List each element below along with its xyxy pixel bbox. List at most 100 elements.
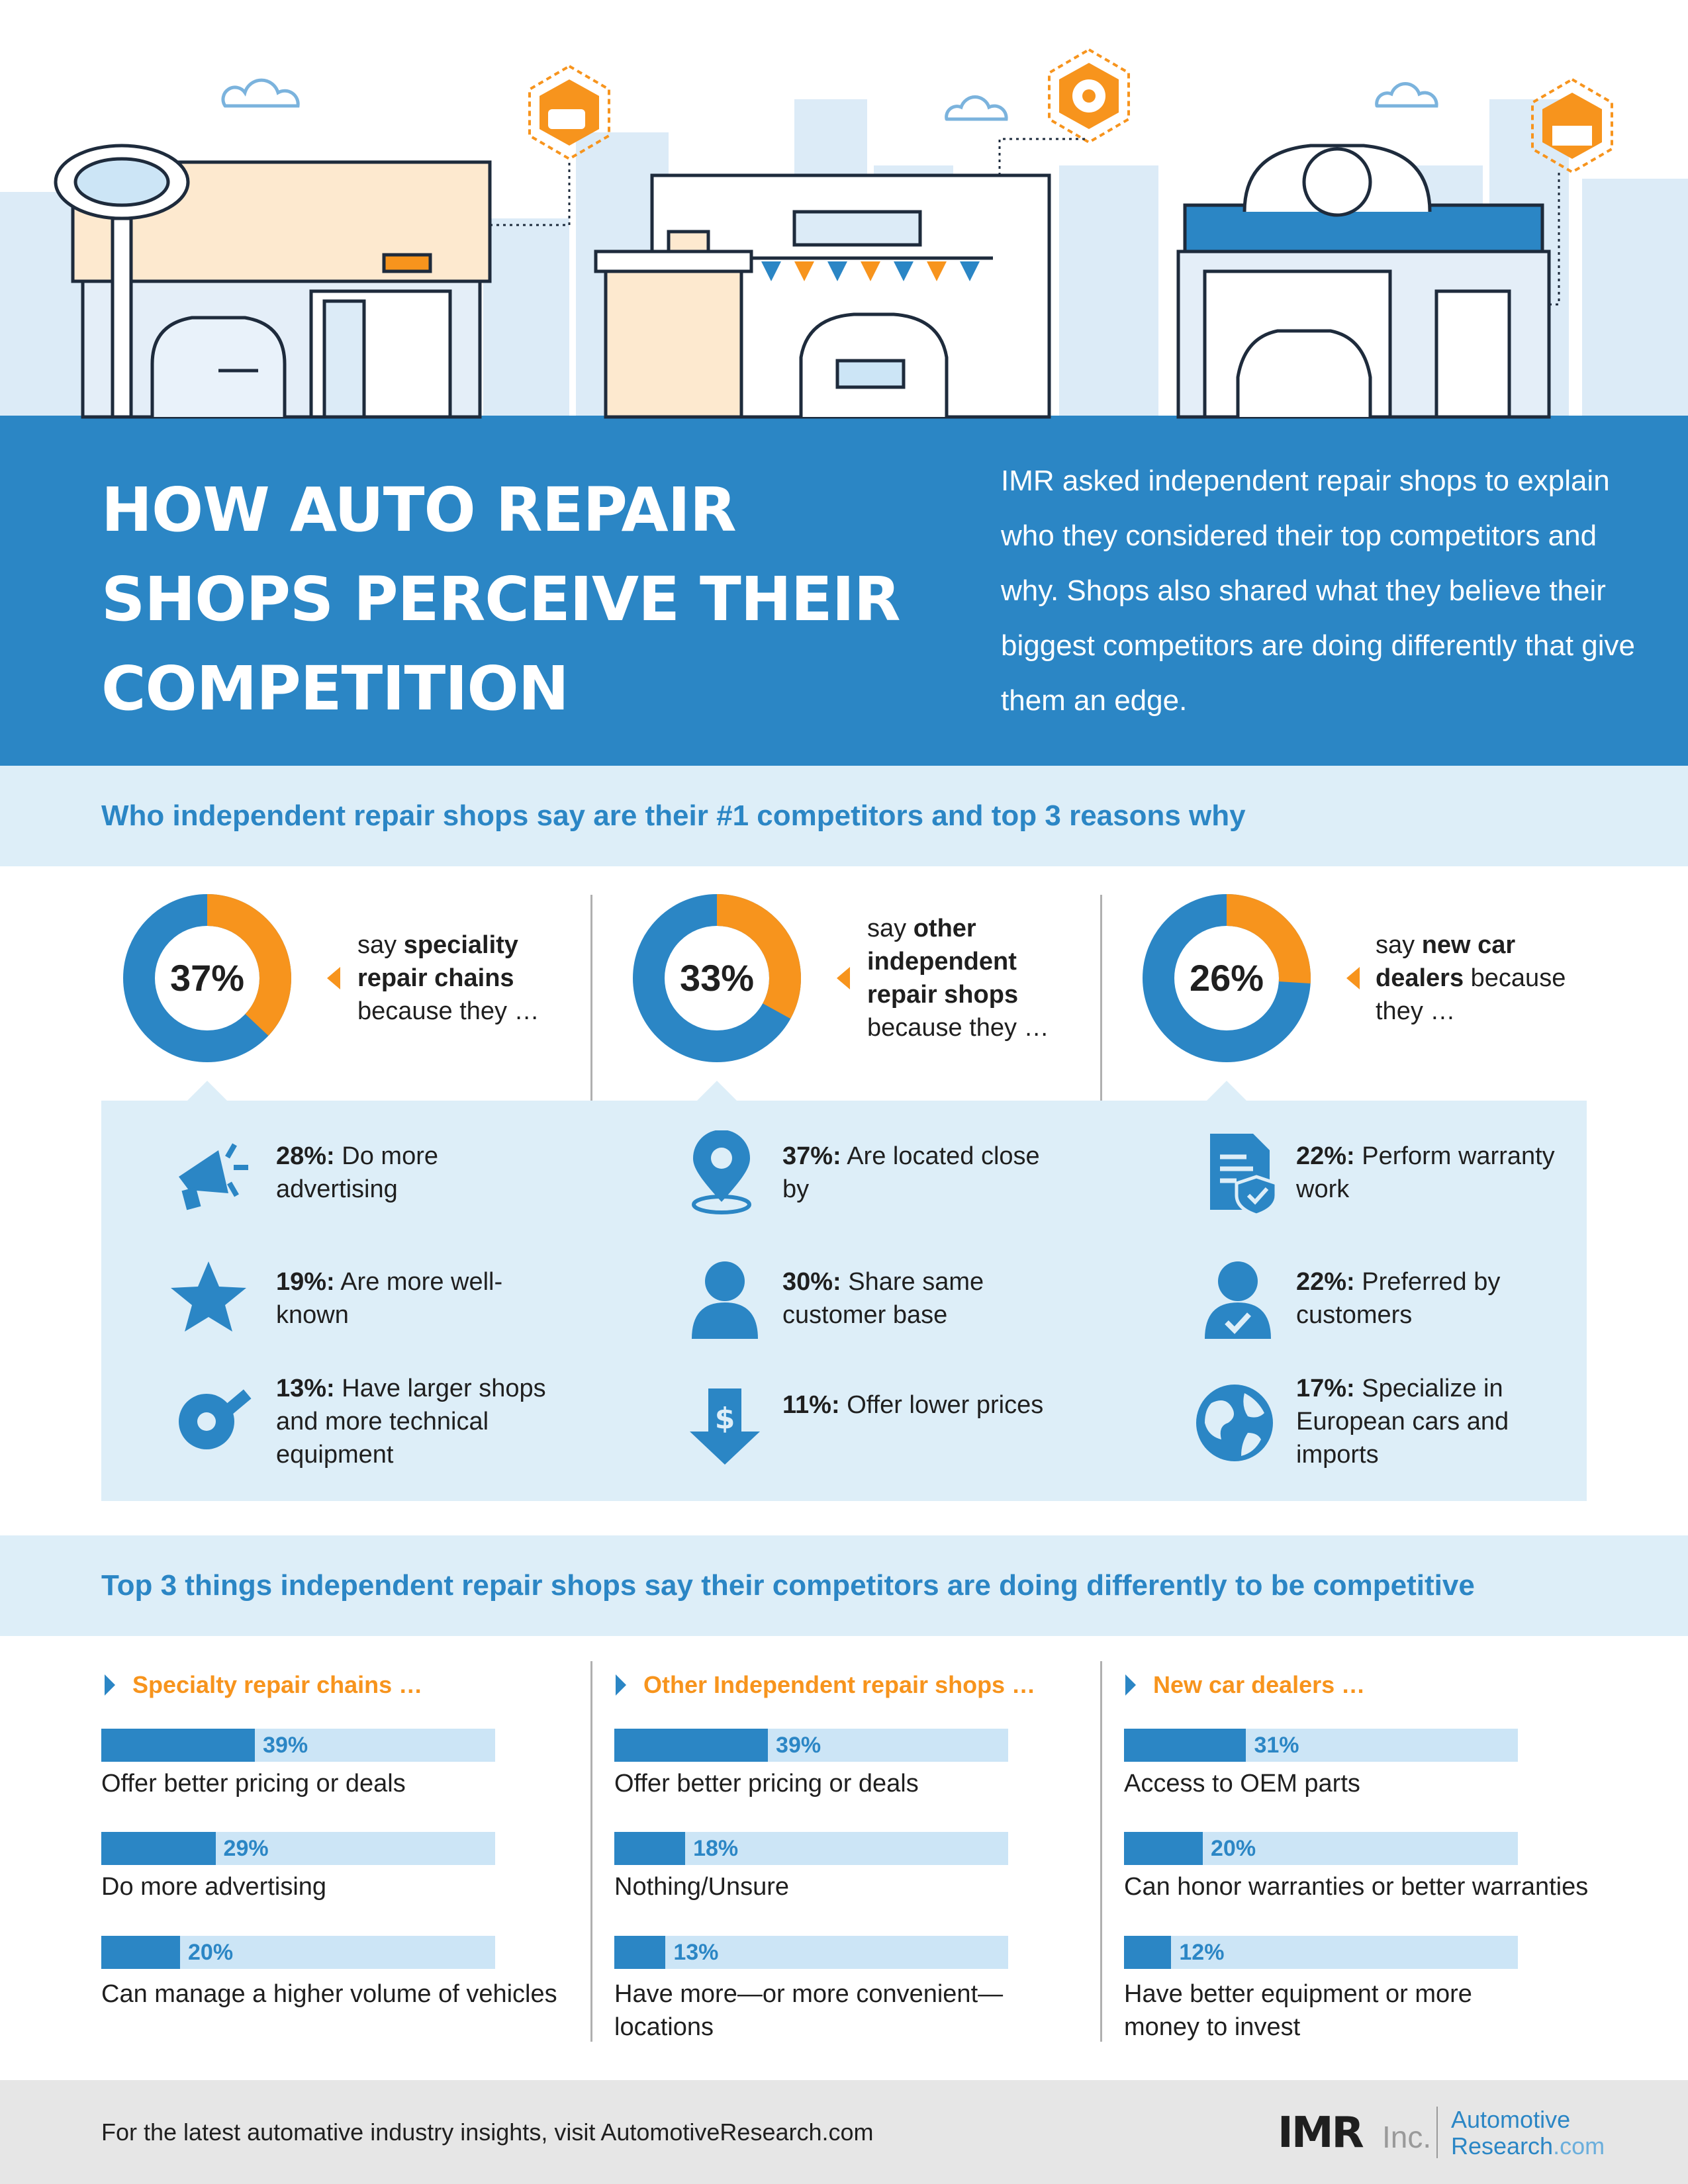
say-suffix: because they … (867, 1014, 1049, 1042)
say-prefix: say (867, 915, 907, 942)
bar-track: 39% (614, 1729, 1008, 1762)
reason-label: Do more advertising (276, 1142, 438, 1203)
bar-fill (101, 1832, 216, 1865)
logo-research: Research (1451, 2132, 1554, 2160)
bar-label: Have better equipment or more money to i… (1124, 1980, 1472, 2041)
bar-label: Can honor warranties or better warrantie… (1124, 1873, 1589, 1901)
bar-fill (1124, 1832, 1203, 1865)
section-heading-text: Who independent repair shops say are the… (101, 799, 1246, 832)
bar-fill (614, 1832, 686, 1865)
bar-label: Offer better pricing or deals (614, 1770, 919, 1797)
say-suffix: because they … (1376, 964, 1566, 1025)
reasons-panel (101, 1101, 1587, 1501)
bar-group-title: New car dealers … (1153, 1671, 1366, 1698)
donut-segment (633, 894, 801, 1062)
bar-value: 29% (223, 1836, 269, 1861)
pointer-arrow (837, 967, 850, 989)
footer: For the latest automative industry insig… (0, 2080, 1688, 2184)
competitor-type: new car dealers (1376, 931, 1516, 992)
bullet-triangle (616, 1674, 626, 1696)
warranty-document-icon (1210, 1134, 1278, 1216)
reason-label: Perform warranty work (1296, 1142, 1555, 1203)
reason-percent: 11%: (782, 1391, 840, 1419)
reason-label: Are more well-known (276, 1268, 503, 1329)
bar-value: 20% (188, 1940, 234, 1965)
reason-label: Specialize in European cars and imports (1296, 1375, 1509, 1469)
donut-percent: 26% (1189, 957, 1264, 999)
donut-segment (123, 894, 291, 1062)
automotive-research-logo-line1: Automotive (1451, 2106, 1571, 2133)
bar-track: 20% (101, 1936, 495, 1969)
panel-notch (1207, 1081, 1246, 1101)
reason-item: 37%: Are located close by (782, 1140, 1060, 1206)
page-title: How Auto Repair Shops Perceive Their Com… (101, 475, 901, 724)
say-suffix: because they … (357, 997, 539, 1025)
bar-fill (1124, 1936, 1172, 1969)
bar-label: Nothing/Unsure (614, 1873, 790, 1901)
reason-item: 11%: Offer lower prices (782, 1388, 1060, 1422)
panel-notch (697, 1081, 737, 1101)
bar-fill (101, 1729, 256, 1762)
globe-icon (1196, 1385, 1273, 1461)
competitor-description: say other independent repair shops becau… (867, 912, 1092, 1044)
bar-track: 31% (1124, 1729, 1518, 1762)
bar-fill (1124, 1729, 1246, 1762)
donut-percent: 33% (679, 957, 755, 999)
bar-value: 20% (1211, 1836, 1256, 1861)
logo-divider (1436, 2107, 1438, 2158)
bar-value: 12% (1179, 1940, 1225, 1965)
reason-percent: 13%: (276, 1375, 335, 1402)
reason-item: 17%: Specialize in European cars and imp… (1296, 1372, 1574, 1471)
bar-value: 39% (776, 1733, 821, 1758)
reason-item: 28%: Do more advertising (276, 1140, 554, 1206)
competitor-type: other independent repair shops (867, 915, 1019, 1009)
reason-item: 22%: Perform warranty work (1296, 1140, 1574, 1206)
storefronts-illustration (0, 48, 1688, 420)
reason-label: Offer lower prices (847, 1391, 1044, 1419)
star-icon (171, 1261, 246, 1332)
bullet-triangle (105, 1674, 115, 1696)
reason-item: 19%: Are more well-known (276, 1265, 554, 1332)
bar-group-title: Other Independent repair shops … (643, 1671, 1036, 1698)
footer-text: For the latest automative industry insig… (101, 2118, 874, 2146)
imr-logo: IMR (1278, 2109, 1364, 2158)
bar-fill (101, 1936, 180, 1969)
competitor-type: speciality repair chains (357, 931, 518, 992)
bar-track: 13% (614, 1936, 1008, 1969)
competitor-description: say speciality repair chains because the… (357, 929, 583, 1028)
automotive-research-logo-line2: Research.com (1451, 2133, 1605, 2160)
bar-value: 31% (1254, 1733, 1299, 1758)
dollar-down-arrow-icon: $ (690, 1388, 760, 1465)
donut-segment (1143, 894, 1311, 1062)
bullet-triangle (1125, 1674, 1136, 1696)
panel-notch (187, 1081, 227, 1101)
section-heading-differences: Top 3 things independent repair shops sa… (0, 1535, 1688, 1636)
reason-label: Are located close by (782, 1142, 1040, 1203)
hero-illustration (0, 0, 1688, 420)
logo-dotcom: .com (1553, 2132, 1605, 2160)
bar-label: Have more—or more convenient—locations (614, 1980, 1004, 2041)
reason-percent: 28%: (276, 1142, 335, 1170)
reason-item: 30%: Share same customer base (782, 1265, 1060, 1332)
person-icon (692, 1261, 758, 1339)
donut-chart-2 (633, 894, 801, 1062)
pointer-arrow (327, 967, 340, 989)
bar-label: Access to OEM parts (1124, 1770, 1360, 1797)
bar-fill (614, 1936, 666, 1969)
bar-label: Can manage a higher volume of vehicles (101, 1980, 557, 2008)
bar-track: 20% (1124, 1832, 1518, 1865)
location-pin-icon (692, 1130, 751, 1214)
bar-label: Do more advertising (101, 1873, 327, 1901)
tape-measure-icon (179, 1389, 252, 1449)
bar-track: 18% (614, 1832, 1008, 1865)
imr-logo-inc: Inc. (1382, 2120, 1432, 2154)
reason-item: 22%: Preferred by customers (1296, 1265, 1574, 1332)
bar-track: 29% (101, 1832, 495, 1865)
bar-value: 39% (263, 1733, 308, 1758)
reason-percent: 19%: (276, 1268, 335, 1296)
say-prefix: say (357, 931, 397, 959)
reason-percent: 30%: (782, 1268, 841, 1296)
reason-label: Share same customer base (782, 1268, 984, 1329)
intro-paragraph: IMR asked independent repair shops to ex… (1001, 465, 1635, 717)
reason-label: Preferred by customers (1296, 1268, 1501, 1329)
